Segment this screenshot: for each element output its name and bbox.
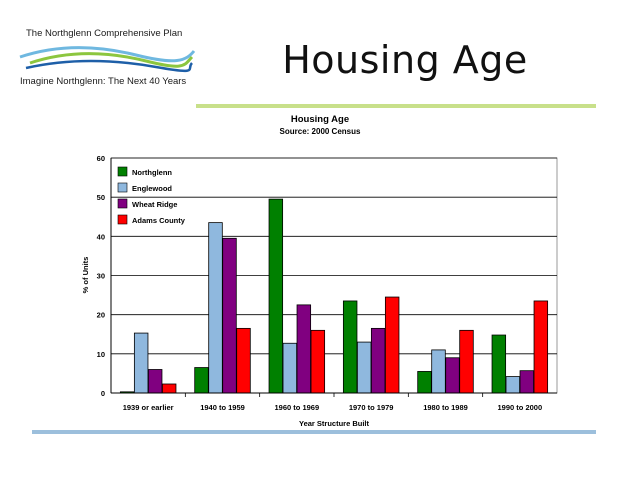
bar	[533, 300, 549, 394]
bar	[222, 237, 237, 394]
bar	[310, 329, 326, 394]
y-tick-label: 0	[101, 389, 105, 398]
logo-waves-graphic	[19, 46, 196, 73]
bar	[194, 367, 209, 394]
x-tick-label: 1980 to 1989	[423, 403, 468, 412]
bar	[459, 329, 474, 394]
chart-legend: Northglenn Englewood Wheat Ridge Adams Coun…	[117, 166, 186, 225]
y-tick-label: 20	[97, 311, 105, 320]
y-tick-label: 50	[97, 193, 105, 202]
chart-title: Housing Age	[291, 114, 349, 125]
bar	[505, 376, 521, 394]
logo-bottom-text: Imagine Northglenn: The Next 40 Years	[20, 76, 187, 87]
slide-title: Housing Age	[282, 38, 528, 82]
legend-label: Northglenn	[132, 168, 172, 177]
legend-swatch	[117, 214, 128, 225]
grid-lines	[111, 157, 557, 355]
y-axis-label: % of Units	[81, 257, 90, 294]
bar	[268, 198, 284, 394]
x-tick-label: 1960 to 1969	[275, 403, 320, 412]
bar	[296, 304, 312, 394]
bar	[161, 383, 177, 394]
legend-swatch	[117, 198, 128, 209]
footer-rule	[32, 430, 596, 434]
legend-label: Wheat Ridge	[132, 200, 177, 209]
x-tick-label: 1970 to 1979	[349, 403, 394, 412]
x-tick-label: 1990 to 2000	[498, 403, 543, 412]
y-tick-label: 30	[97, 272, 105, 281]
bar	[491, 334, 507, 394]
y-tick-label: 60	[97, 154, 105, 163]
bar	[356, 341, 372, 394]
y-tick-labels: 0 10 20 30 40 50 60	[97, 154, 105, 398]
bar	[431, 349, 446, 394]
x-axis-label: Year Structure Built	[299, 419, 370, 428]
bar	[417, 371, 432, 394]
y-tick-label: 10	[97, 350, 105, 359]
legend-swatch	[117, 166, 128, 177]
x-tick-label: 1939 or earlier	[123, 403, 174, 412]
bar	[147, 369, 163, 394]
legend-label: Englewood	[132, 184, 172, 193]
plan-logo: The Northglenn Comprehensive Plan Imagin…	[14, 28, 204, 92]
bar	[208, 222, 223, 394]
chart-subtitle: Source: 2000 Census	[280, 127, 361, 136]
title-underline-rule	[196, 104, 596, 108]
legend-label: Adams County	[132, 216, 186, 225]
x-tick-label: 1940 to 1959	[200, 403, 245, 412]
x-tick-labels: 1939 or earlier 1940 to 1959 1960 to 1969 1…	[123, 393, 542, 412]
bar	[445, 357, 460, 394]
bar	[236, 327, 251, 394]
bar	[370, 327, 386, 394]
legend-swatch	[117, 182, 128, 193]
bar	[519, 370, 535, 394]
bar	[384, 296, 400, 394]
bar	[133, 332, 149, 394]
y-tick-label: 40	[97, 232, 105, 241]
logo-top-text: The Northglenn Comprehensive Plan	[26, 28, 183, 39]
bar	[282, 342, 298, 394]
bar	[342, 300, 358, 394]
